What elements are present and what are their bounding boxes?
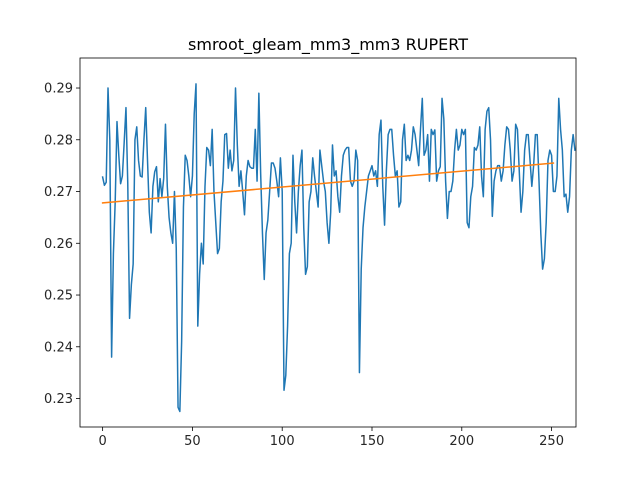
plot-area	[101, 83, 576, 413]
x-tick-label: 0	[98, 434, 106, 449]
y-axis: 0.23 0.24 0.25 0.26 0.27 0.28 0.29	[44, 82, 80, 407]
x-tick-label: 100	[270, 434, 295, 449]
y-tick-label: 0.25	[44, 289, 73, 304]
chart-title: smroot_gleam_mm3_mm3 RUPERT	[188, 35, 468, 55]
y-tick-label: 0.28	[44, 133, 73, 148]
series-line	[101, 83, 576, 413]
trend-line	[101, 162, 555, 204]
x-tick-label: 200	[449, 434, 474, 449]
x-tick-label: 250	[539, 434, 564, 449]
x-tick-label: 150	[360, 434, 385, 449]
y-tick-label: 0.23	[44, 392, 73, 407]
x-axis: 0 50 100 150 200 250	[98, 427, 564, 449]
y-tick-label: 0.29	[44, 82, 73, 97]
y-tick-label: 0.26	[44, 237, 73, 252]
y-tick-label: 0.27	[44, 185, 73, 200]
y-tick-label: 0.24	[44, 340, 73, 355]
x-tick-label: 50	[184, 434, 201, 449]
axes-frame	[79, 57, 577, 428]
